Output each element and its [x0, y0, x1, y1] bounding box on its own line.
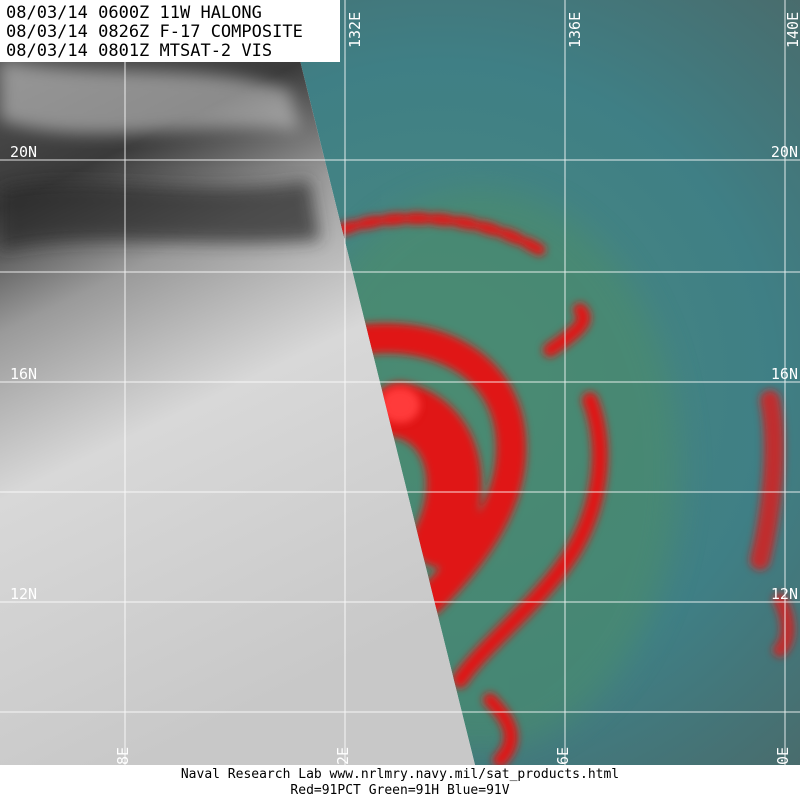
lon-label: 2E [334, 747, 352, 765]
lon-label: 0E [774, 747, 792, 765]
lat-label: 12N [771, 585, 798, 603]
lon-label: 140E [784, 12, 800, 48]
lat-label: 12N [10, 585, 37, 603]
footer-box [0, 765, 800, 800]
lon-label: 132E [346, 12, 364, 48]
lat-label: 16N [10, 365, 37, 383]
lat-label: 20N [771, 143, 798, 161]
grid-lines [0, 0, 800, 765]
lon-label: 6E [554, 747, 572, 765]
header-line: 08/03/14 0600Z 11W HALONG [6, 3, 262, 23]
grid-labels: 132E 136E 140E 8E 2E 6E 0E 20N 16N 12N 2… [10, 12, 800, 765]
lat-label: 16N [771, 365, 798, 383]
lat-label: 20N [10, 143, 37, 161]
header-line: 08/03/14 0801Z MTSAT-2 VIS [6, 41, 272, 61]
header-line: 08/03/14 0826Z F-17 COMPOSITE [6, 22, 303, 42]
header-box [0, 0, 340, 62]
footer-line: Naval Research Lab www.nrlmry.navy.mil/s… [181, 767, 619, 782]
lon-label: 136E [566, 12, 584, 48]
lon-label: 8E [114, 747, 132, 765]
footer-line: Red=91PCT Green=91H Blue=91V [290, 783, 509, 798]
